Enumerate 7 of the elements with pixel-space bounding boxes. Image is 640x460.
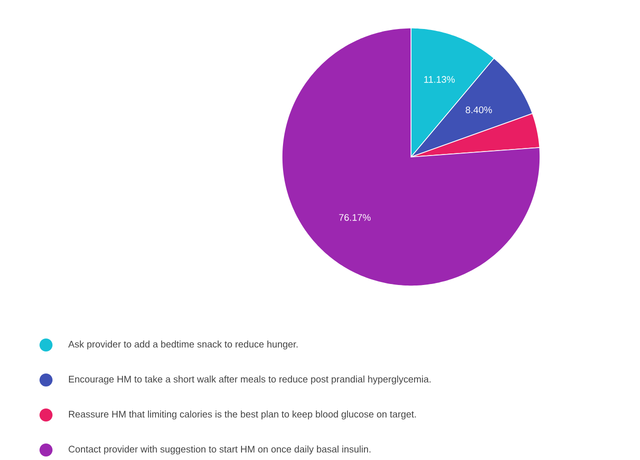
data-label: 76.17% [339,214,371,221]
legend-label: Contact provider with suggestion to start HM on once daily basal insulin. [68,446,370,454]
legend-label: Encourage HM to take a short walk after meals to reduce post prandial hyperglycemia. [68,376,431,384]
data-label: 8.40% [466,106,492,114]
data-label: 11.13% [424,76,455,83]
legend-label: Reassure HM that limiting calories is the best plan to keep blood glucose on target. [68,410,416,420]
legend-label: Ask provider to add a bedtime snack to reduce hunger. [68,340,298,350]
